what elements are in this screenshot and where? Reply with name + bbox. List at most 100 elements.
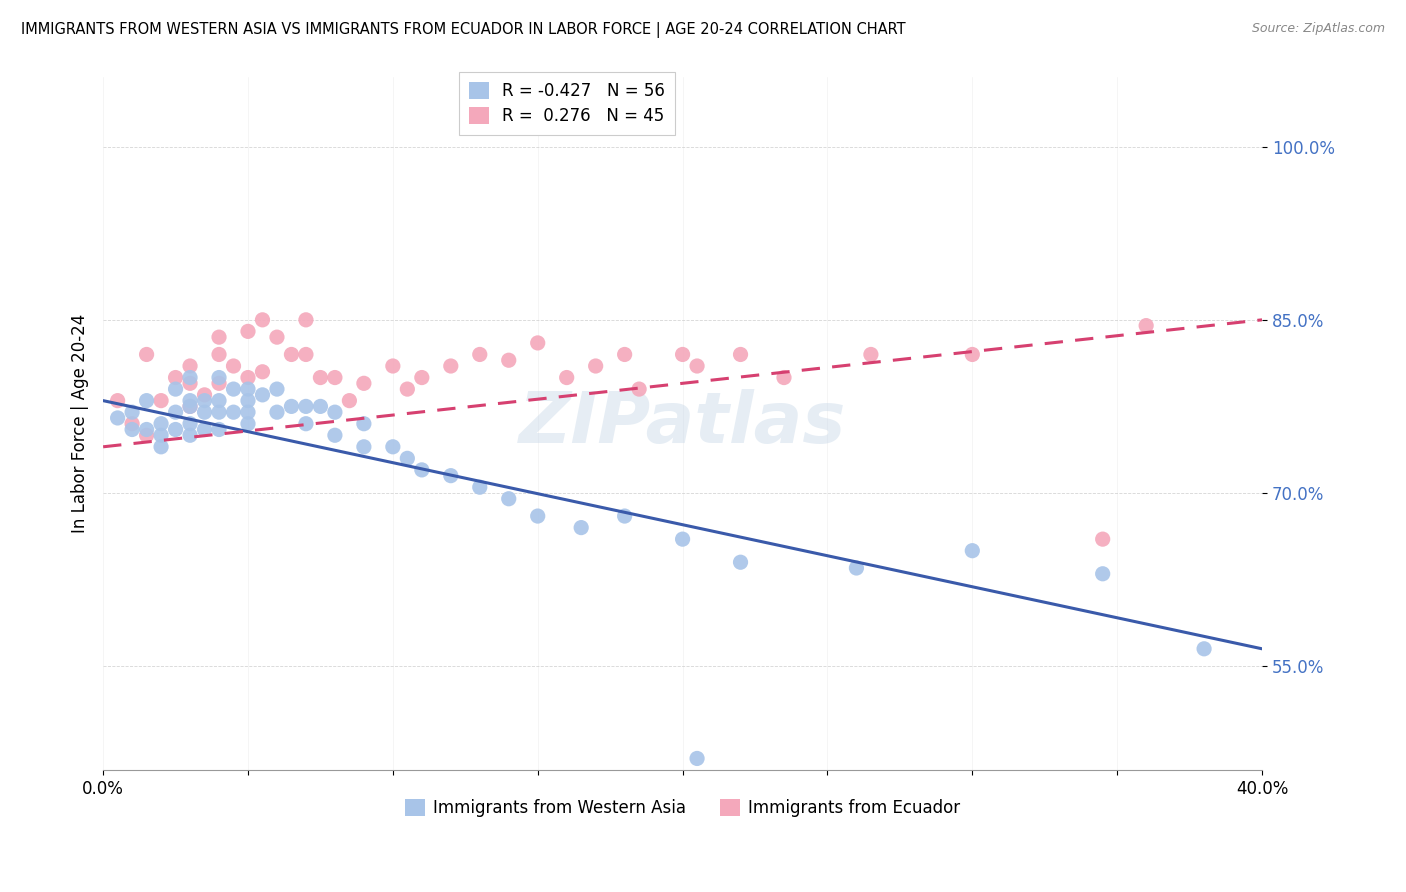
- Point: [323, 370, 346, 384]
- Point: [671, 532, 693, 546]
- Point: [179, 400, 201, 414]
- Text: IMMIGRANTS FROM WESTERN ASIA VS IMMIGRANTS FROM ECUADOR IN LABOR FORCE | AGE 20-: IMMIGRANTS FROM WESTERN ASIA VS IMMIGRAN…: [21, 22, 905, 38]
- Point: [135, 393, 157, 408]
- Point: [1091, 532, 1114, 546]
- Point: [252, 313, 274, 327]
- Point: [135, 422, 157, 436]
- Point: [266, 330, 288, 344]
- Point: [295, 313, 318, 327]
- Point: [236, 417, 259, 431]
- Point: [208, 370, 231, 384]
- Point: [353, 440, 375, 454]
- Point: [121, 422, 143, 436]
- Point: [179, 359, 201, 373]
- Point: [208, 405, 231, 419]
- Point: [107, 393, 129, 408]
- Point: [208, 330, 231, 344]
- Legend: Immigrants from Western Asia, Immigrants from Ecuador: Immigrants from Western Asia, Immigrants…: [398, 792, 967, 824]
- Point: [236, 324, 259, 338]
- Point: [1135, 318, 1157, 333]
- Point: [179, 370, 201, 384]
- Point: [773, 370, 796, 384]
- Point: [353, 417, 375, 431]
- Point: [396, 382, 419, 396]
- Point: [222, 405, 245, 419]
- Y-axis label: In Labor Force | Age 20-24: In Labor Force | Age 20-24: [72, 314, 89, 533]
- Point: [121, 417, 143, 431]
- Point: [569, 520, 592, 534]
- Text: Source: ZipAtlas.com: Source: ZipAtlas.com: [1251, 22, 1385, 36]
- Point: [411, 370, 433, 384]
- Point: [107, 411, 129, 425]
- Point: [208, 422, 231, 436]
- Point: [526, 509, 548, 524]
- Point: [555, 370, 578, 384]
- Point: [730, 347, 752, 361]
- Point: [468, 480, 491, 494]
- Point: [150, 440, 173, 454]
- Point: [165, 422, 187, 436]
- Point: [295, 417, 318, 431]
- Point: [135, 428, 157, 442]
- Point: [150, 393, 173, 408]
- Point: [962, 347, 984, 361]
- Point: [859, 347, 882, 361]
- Point: [686, 751, 709, 765]
- Point: [468, 347, 491, 361]
- Point: [323, 405, 346, 419]
- Point: [730, 555, 752, 569]
- Point: [440, 359, 463, 373]
- Point: [671, 347, 693, 361]
- Point: [585, 359, 607, 373]
- Point: [193, 405, 215, 419]
- Point: [381, 440, 404, 454]
- Point: [222, 359, 245, 373]
- Point: [165, 382, 187, 396]
- Point: [208, 393, 231, 408]
- Point: [613, 347, 636, 361]
- Point: [236, 370, 259, 384]
- Point: [236, 405, 259, 419]
- Point: [280, 400, 302, 414]
- Point: [845, 561, 868, 575]
- Point: [440, 468, 463, 483]
- Point: [121, 405, 143, 419]
- Point: [150, 417, 173, 431]
- Point: [309, 400, 332, 414]
- Point: [628, 382, 651, 396]
- Point: [280, 347, 302, 361]
- Point: [165, 405, 187, 419]
- Point: [686, 359, 709, 373]
- Point: [179, 400, 201, 414]
- Point: [208, 347, 231, 361]
- Point: [613, 509, 636, 524]
- Point: [150, 428, 173, 442]
- Point: [193, 388, 215, 402]
- Point: [193, 393, 215, 408]
- Point: [165, 370, 187, 384]
- Point: [179, 393, 201, 408]
- Point: [179, 417, 201, 431]
- Point: [526, 335, 548, 350]
- Point: [309, 370, 332, 384]
- Point: [323, 428, 346, 442]
- Text: ZIPatlas: ZIPatlas: [519, 389, 846, 458]
- Point: [193, 422, 215, 436]
- Point: [295, 347, 318, 361]
- Point: [381, 359, 404, 373]
- Point: [353, 376, 375, 391]
- Point: [1091, 566, 1114, 581]
- Point: [236, 393, 259, 408]
- Point: [222, 382, 245, 396]
- Point: [396, 451, 419, 466]
- Point: [252, 388, 274, 402]
- Point: [179, 376, 201, 391]
- Point: [135, 347, 157, 361]
- Point: [266, 382, 288, 396]
- Point: [498, 491, 520, 506]
- Point: [339, 393, 361, 408]
- Point: [266, 405, 288, 419]
- Point: [252, 365, 274, 379]
- Point: [208, 376, 231, 391]
- Point: [236, 382, 259, 396]
